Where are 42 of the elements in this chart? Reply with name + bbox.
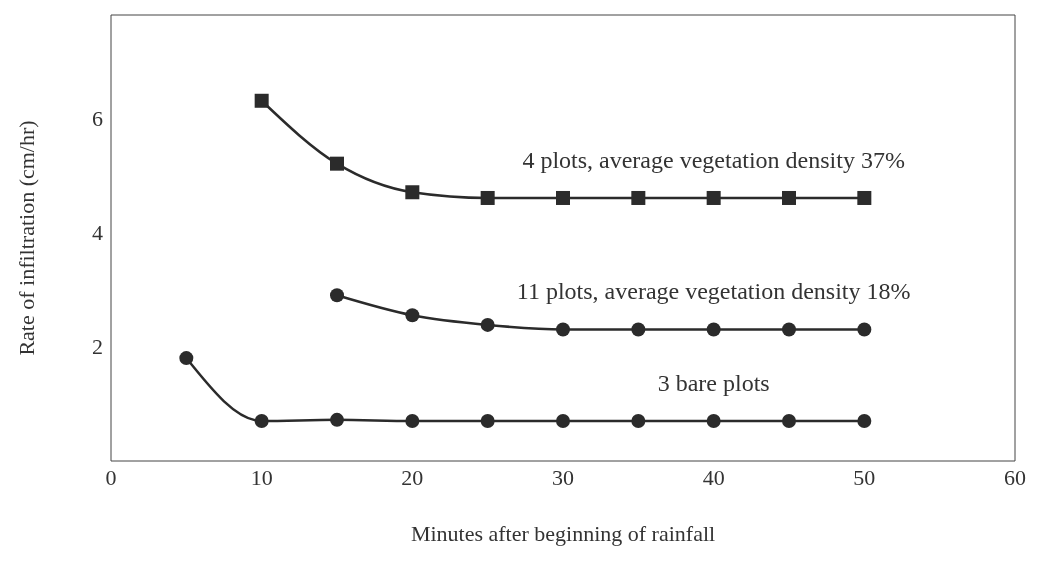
point <box>782 322 796 337</box>
x-tick-label: 60 <box>1004 464 1026 490</box>
point <box>631 413 646 428</box>
point <box>480 190 495 205</box>
point <box>330 412 344 427</box>
point <box>480 317 495 332</box>
point <box>254 93 269 108</box>
series-label: 11 plots, average vegetation density 18% <box>516 278 911 305</box>
x-axis-title: Minutes after beginning of rainfall <box>410 521 716 546</box>
point <box>405 185 420 200</box>
point <box>857 322 872 337</box>
x-tick-label: 0 <box>105 464 117 490</box>
point <box>556 322 570 337</box>
point <box>782 413 796 428</box>
x-tick-label: 50 <box>853 464 876 490</box>
x-tick-label: 10 <box>250 464 273 490</box>
point <box>480 413 495 428</box>
y-tick-label: 4 <box>92 220 103 246</box>
y-tick-label: 6 <box>92 105 103 131</box>
point <box>330 288 344 303</box>
point <box>556 190 570 205</box>
point <box>706 322 721 337</box>
point <box>706 190 721 205</box>
point <box>857 413 872 428</box>
series-label: 3 bare plots <box>657 369 770 396</box>
point <box>179 351 194 366</box>
y-axis-title: Rate of infiltration (cm/hr) <box>13 120 39 356</box>
point <box>706 413 721 428</box>
point <box>405 308 420 323</box>
x-tick-label: 40 <box>702 464 725 490</box>
point <box>631 190 646 205</box>
series-label: 4 plots, average vegetation density 37% <box>522 146 905 173</box>
y-tick-label: 2 <box>92 334 103 360</box>
point <box>330 156 344 171</box>
point <box>782 190 796 205</box>
point <box>254 413 269 428</box>
point <box>631 322 646 337</box>
point <box>857 190 872 205</box>
x-tick-label: 20 <box>401 464 424 490</box>
point <box>556 413 570 428</box>
point <box>405 413 420 428</box>
x-tick-label: 30 <box>552 464 574 490</box>
